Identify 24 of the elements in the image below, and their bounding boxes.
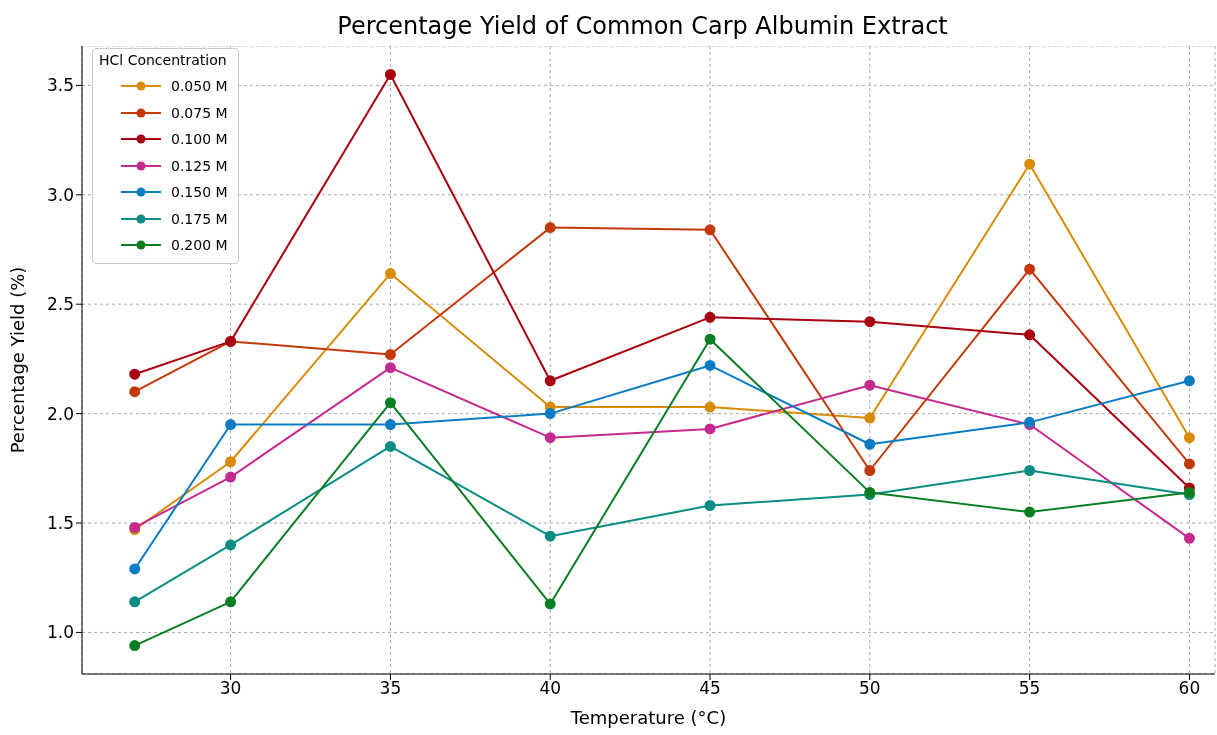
x-tick-label: 40 bbox=[539, 678, 562, 699]
legend-label: 0.050 M bbox=[171, 77, 228, 96]
y-tick-label: 3.0 bbox=[46, 184, 74, 205]
y-tick-label: 1.5 bbox=[46, 513, 74, 534]
y-tick-label: 3.5 bbox=[46, 75, 74, 96]
legend-label: 0.100 M bbox=[171, 130, 228, 149]
legend-label: 0.200 M bbox=[171, 236, 228, 255]
y-tick-label: 1.0 bbox=[46, 622, 74, 643]
legend-label: 0.175 M bbox=[171, 209, 228, 228]
y-axis-title: Percentage Yield (%) bbox=[7, 266, 29, 454]
y-tick-label: 2.0 bbox=[46, 403, 74, 424]
legend-label: 0.150 M bbox=[171, 183, 228, 202]
x-tick-label: 35 bbox=[379, 678, 402, 699]
y-tick-label: 2.5 bbox=[46, 294, 74, 315]
x-tick-label: 30 bbox=[219, 678, 242, 699]
x-tick-label: 45 bbox=[699, 678, 721, 699]
x-tick-label: 60 bbox=[1178, 678, 1201, 699]
legend-label: 0.075 M bbox=[171, 103, 228, 122]
x-axis-title: Temperature (°C) bbox=[569, 707, 727, 728]
x-tick-label: 50 bbox=[859, 678, 881, 699]
x-tick-label: 55 bbox=[1018, 678, 1041, 699]
legend-title: HCl Concentration bbox=[99, 51, 228, 69]
legend-label: 0.125 M bbox=[171, 156, 228, 175]
chart-title: Percentage Yield of Common Carp Albumin Extract bbox=[336, 11, 949, 42]
